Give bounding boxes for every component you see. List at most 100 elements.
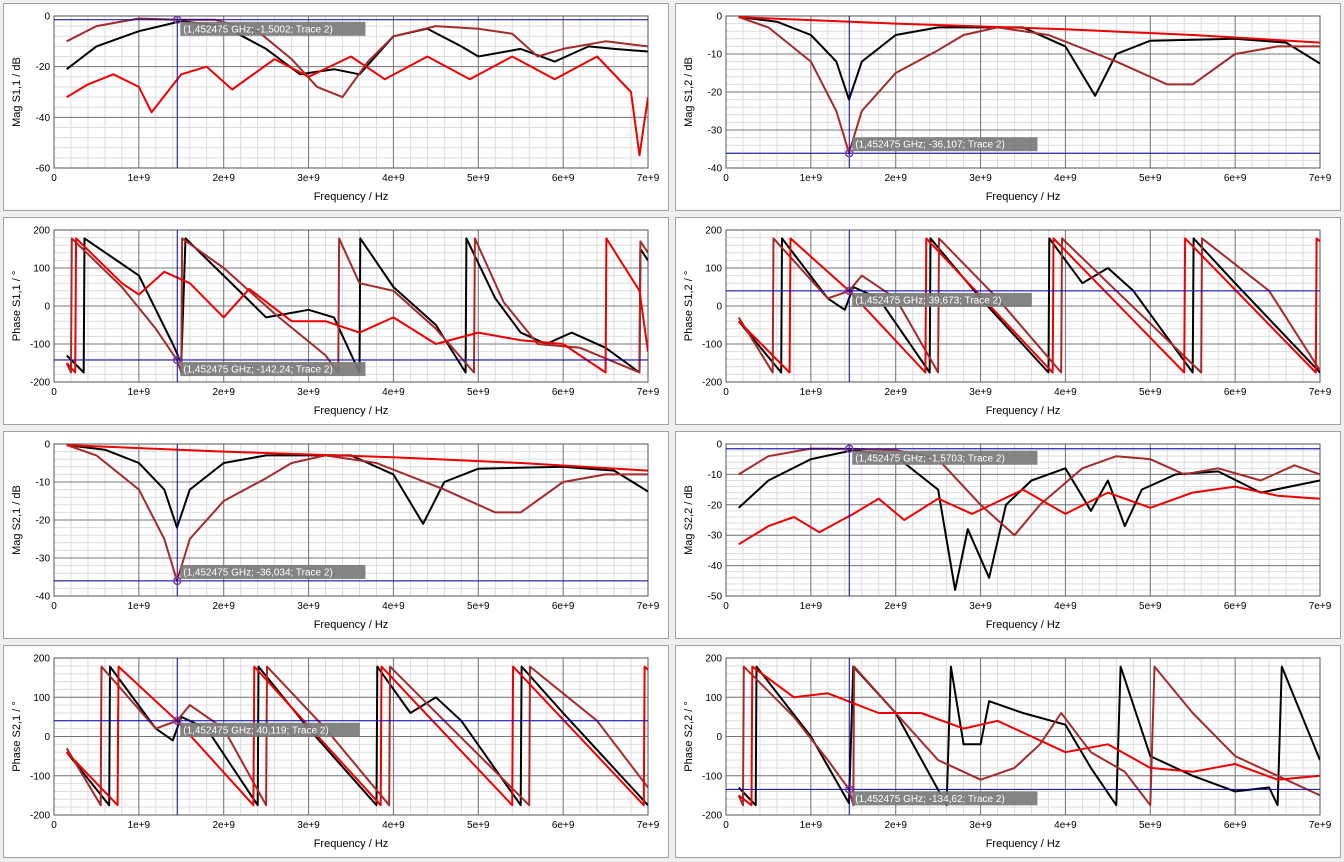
y-tick-label: -200 [30, 378, 50, 389]
x-tick-label: 0 [51, 601, 57, 612]
series-line-trace2 [737, 665, 1320, 807]
x-tick-label: 6e+9 [552, 173, 575, 184]
cursor-marker [845, 785, 854, 794]
chart-panel-phase-s12: 0 1e+9 2e+9 3e+9 4e+9 5e+9 6e+9 7e+9 200 100 0 -100… [675, 217, 1341, 425]
y-tick-label: -40 [36, 113, 51, 124]
cursor-label: (1,452475 GHz; -1,5002; Trace 2) [183, 24, 333, 35]
y-tick-label: 200 [33, 226, 50, 237]
x-axis-label: Frequency / Hz [314, 838, 389, 850]
y-axis-label: Phase S1,2 / ° [683, 271, 695, 341]
y-tick-label: 0 [44, 440, 50, 451]
x-tick-label: 2e+9 [884, 820, 907, 831]
y-tick-label: 100 [705, 264, 722, 275]
x-tick-label: 2e+9 [884, 601, 907, 612]
x-tick-label: 2e+9 [212, 601, 235, 612]
y-tick-label: 0 [716, 12, 722, 23]
cursor-label: (1,452475 GHz; -1,5703; Trace 2) [855, 453, 1005, 464]
y-tick-label: -200 [702, 378, 722, 389]
y-tick-label: -20 [708, 500, 723, 511]
y-tick-label: -20 [36, 62, 51, 73]
cursor-marker [845, 444, 854, 454]
series-line-trace2 [65, 665, 648, 807]
x-tick-label: 5e+9 [1139, 387, 1162, 398]
series-line-trace1 [65, 237, 648, 374]
y-tick-label: 200 [33, 654, 50, 665]
x-tick-label: 4e+9 [1054, 820, 1077, 831]
cursor-label-box [852, 292, 1032, 307]
x-tick-label: 6e+9 [1224, 173, 1247, 184]
x-tick-label: 7e+9 [1309, 387, 1332, 398]
x-tick-label: 6e+9 [1224, 601, 1247, 612]
x-tick-label: 4e+9 [1054, 601, 1077, 612]
x-tick-label: 6e+9 [1224, 820, 1247, 831]
x-tick-label: 7e+9 [1309, 173, 1332, 184]
x-tick-label: 2e+9 [212, 387, 235, 398]
y-tick-label: 0 [44, 12, 50, 23]
series-line-trace1 [738, 449, 1320, 591]
series-line-trace3 [66, 444, 648, 472]
y-tick-label: -20 [36, 516, 51, 527]
series-line-trace1 [737, 665, 1320, 807]
x-tick-label: 2e+9 [884, 387, 907, 398]
x-tick-label: 4e+9 [382, 387, 405, 398]
chart-panel-phase-s22: 0 1e+9 2e+9 3e+9 4e+9 5e+9 6e+9 7e+9 200 100 0 -100… [675, 645, 1341, 858]
y-axis-label: Phase S1,1 / ° [11, 271, 23, 341]
series-line-trace3 [65, 237, 648, 374]
chart-panel-phase-s21: 0 1e+9 2e+9 3e+9 4e+9 5e+9 6e+9 7e+9 200 100 0 -100… [3, 645, 669, 858]
x-axis-label: Frequency / Hz [986, 838, 1061, 850]
series-line-trace2 [65, 237, 648, 374]
cursor-marker [845, 148, 854, 158]
x-tick-label: 1e+9 [800, 601, 823, 612]
cursor-marker [173, 355, 182, 365]
cursor-label-box [852, 137, 1038, 152]
chart-svg: 0 1e+9 2e+9 3e+9 4e+9 5e+9 6e+9 7e+9 200 100 0 -100… [11, 226, 660, 418]
y-tick-label: -10 [708, 50, 723, 61]
x-axis-label: Frequency / Hz [986, 619, 1061, 631]
series-line-trace1 [738, 16, 1320, 101]
cursor-label-box [180, 21, 366, 36]
series-line-trace1 [66, 444, 648, 529]
x-axis-label: Frequency / Hz [314, 619, 389, 631]
y-tick-label: 100 [33, 264, 50, 275]
series-line-trace3 [738, 485, 1320, 546]
plot-frame [53, 15, 649, 169]
x-tick-label: 1e+9 [128, 601, 151, 612]
y-tick-label: -20 [708, 88, 723, 99]
x-tick-label: 1e+9 [128, 820, 151, 831]
cursor-label: (1,452475 GHz; -134,62; Trace 2) [855, 794, 1005, 805]
x-tick-label: 4e+9 [382, 820, 405, 831]
x-axis-label: Frequency / Hz [986, 191, 1061, 203]
x-tick-label: 5e+9 [1139, 601, 1162, 612]
x-tick-label: 0 [723, 173, 729, 184]
series-line-trace3 [737, 237, 1320, 374]
y-tick-label: -200 [30, 811, 50, 822]
x-tick-label: 1e+9 [800, 173, 823, 184]
y-axis-label: Mag S2,1 / dB [11, 485, 23, 555]
plot-frame [725, 15, 1321, 169]
y-tick-label: -40 [708, 561, 723, 572]
chart-svg: 0 1e+9 2e+9 3e+9 4e+9 5e+9 6e+9 7e+9 200 100 0 -100… [683, 654, 1332, 851]
chart-panel-mag-s12: 0 1e+9 2e+9 3e+9 4e+9 5e+9 6e+9 7e+9 0 -10 -20 -30 -… [675, 3, 1341, 211]
x-tick-label: 1e+9 [128, 387, 151, 398]
series-line-trace2 [737, 237, 1320, 374]
cursor-label-box [180, 362, 366, 377]
x-tick-label: 3e+9 [297, 820, 320, 831]
grid [53, 15, 649, 169]
x-tick-label: 5e+9 [467, 601, 490, 612]
y-tick-label: 0 [44, 732, 50, 743]
x-tick-label: 3e+9 [969, 601, 992, 612]
chart-panel-phase-s11: 0 1e+9 2e+9 3e+9 4e+9 5e+9 6e+9 7e+9 200 100 0 -100… [3, 217, 669, 425]
plot-frame [725, 443, 1321, 597]
x-tick-label: 0 [51, 820, 57, 831]
series-line-trace2 [66, 444, 648, 582]
x-tick-label: 4e+9 [1054, 173, 1077, 184]
cursor-label: (1,452475 GHz; -142,24; Trace 2) [183, 365, 333, 376]
y-tick-label: -100 [702, 771, 722, 782]
x-tick-label: 4e+9 [382, 601, 405, 612]
x-tick-label: 1e+9 [800, 820, 823, 831]
y-tick-label: 100 [33, 693, 50, 704]
y-tick-label: -100 [30, 340, 50, 351]
grid [53, 229, 649, 383]
chart-svg: 0 1e+9 2e+9 3e+9 4e+9 5e+9 6e+9 7e+9 0 -10 -20 -30 -… [683, 440, 1332, 632]
cursor-label: (1,452475 GHz; 40,119; Trace 2) [183, 725, 328, 736]
